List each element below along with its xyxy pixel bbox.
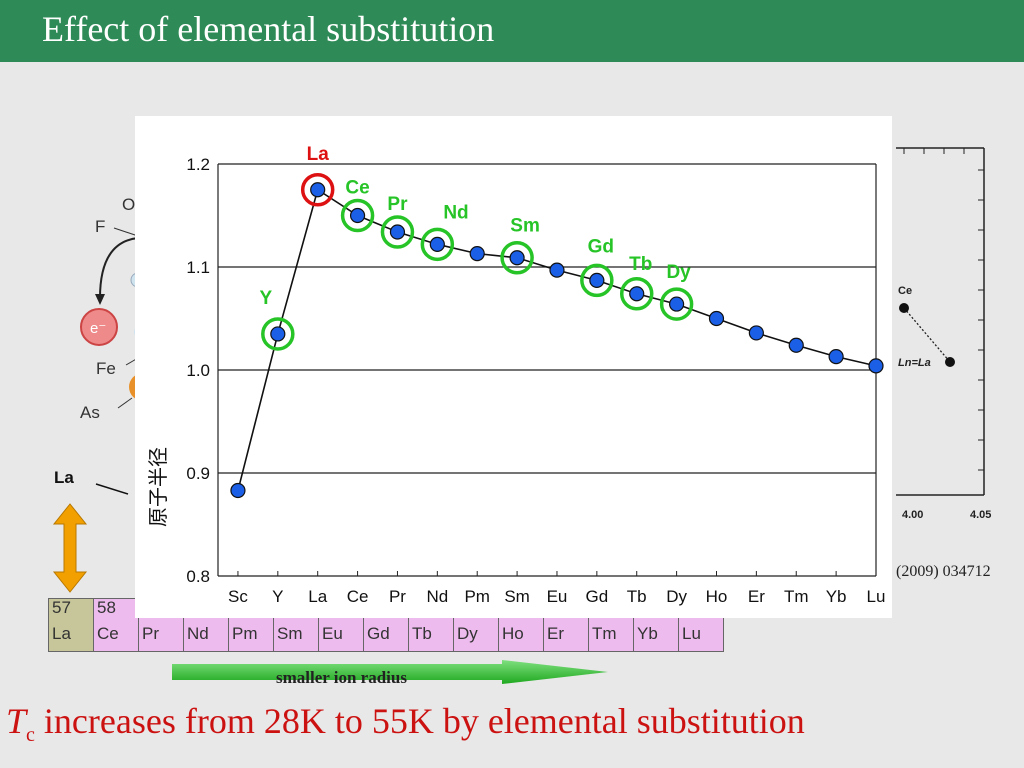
element-symbol: Eu (318, 625, 364, 652)
data-point-Eu (549, 262, 565, 278)
label-O: O (122, 195, 135, 214)
data-point-Tb (629, 286, 645, 302)
highlight-label-Tb: Tb (629, 254, 652, 275)
x-tick-label: Y (272, 587, 283, 606)
data-point-La (310, 182, 326, 198)
element-symbol: Sm (273, 625, 319, 652)
citation: (2009) 034712 (896, 563, 991, 580)
element-symbol: Pm (228, 625, 274, 652)
x-tick-label: Sm (504, 587, 530, 606)
element-symbol: Pr (138, 625, 184, 652)
slide-title: Effect of elemental substitution (42, 9, 495, 49)
tc-symbol: T (6, 701, 27, 741)
y-axis-label: 原子半径 (147, 447, 170, 527)
x-tick-label: Tm (784, 587, 809, 606)
label-F: F (95, 217, 105, 236)
y-tick-label: 1.0 (186, 361, 210, 380)
element-number: 57 (48, 598, 94, 625)
highlight-circle-Dy (659, 287, 694, 321)
data-point-Ho (708, 310, 725, 327)
data-point-Sm (509, 250, 525, 266)
element-symbol: Er (543, 625, 589, 652)
element-symbol: Tm (588, 625, 634, 652)
y-tick-label: 1.1 (186, 258, 210, 277)
x-tick-label: Ho (706, 587, 728, 606)
highlight-circle-La (300, 173, 335, 207)
element-symbol: Ce (93, 625, 139, 652)
highlight-label-Ce: Ce (345, 178, 369, 199)
highlight-label-Dy: Dy (666, 262, 691, 283)
element-number: 58 (93, 598, 139, 625)
data-point-Gd (589, 272, 605, 288)
x-tick-label: Tb (627, 587, 647, 606)
bottom-rest: increases from 28K to 55K by elemental s… (34, 701, 805, 741)
x-tick-label: Eu (547, 587, 568, 606)
x-tick-label: Gd (586, 587, 609, 606)
element-symbol: Gd (363, 625, 409, 652)
x-tick-label: Ce (347, 587, 369, 606)
data-point-Sc (230, 482, 246, 499)
data-point-Er (748, 325, 764, 341)
highlight-circle-Gd (580, 263, 614, 298)
title-bar: Effect of elemental substitution (0, 0, 1024, 62)
highlight-circle-Pr (380, 215, 415, 249)
data-point-Pr (389, 224, 406, 240)
highlight-label-Nd: Nd (443, 202, 468, 223)
label-As: As (80, 403, 100, 422)
arrow-label: smaller ion radius (276, 668, 407, 687)
highlight-label-Y: Y (259, 288, 272, 309)
highlight-circle-Y (261, 317, 295, 351)
svg-text:4.05: 4.05 (970, 509, 991, 521)
x-tick-label: Yb (826, 587, 847, 606)
data-point-Ce (349, 207, 366, 224)
data-point-Nd (429, 236, 445, 252)
element-symbol: Ho (498, 625, 544, 652)
background-chart-right: Ce Ln=La 4.00 4.05 (896, 147, 991, 521)
x-tick-label: Sc (228, 587, 248, 606)
highlight-circle-Tb (619, 277, 654, 311)
x-tick-label: Pm (464, 587, 490, 606)
data-point-Tm (788, 337, 804, 353)
green-arrow-icon (172, 660, 608, 684)
x-tick-label: Dy (666, 587, 687, 606)
highlight-label-Gd: Gd (588, 236, 614, 257)
highlight-circle-Nd (420, 227, 455, 262)
y-tick-label: 0.8 (186, 567, 210, 586)
highlight-circle-Ce (340, 198, 375, 233)
x-tick-label: Nd (426, 587, 448, 606)
y-tick-label: 0.9 (186, 464, 210, 483)
highlight-circle-Sm (500, 240, 534, 275)
data-point-Yb (828, 349, 844, 365)
element-symbol: Nd (183, 625, 229, 652)
y-tick-label: 1.2 (186, 155, 210, 174)
label-electron: e⁻ (90, 320, 106, 337)
highlight-label-La: La (307, 144, 330, 165)
label-Fe: Fe (96, 359, 116, 378)
element-symbol: Yb (633, 625, 679, 652)
element-symbol: Tb (408, 625, 454, 652)
data-point-Dy (669, 296, 685, 312)
element-symbol: Lu (678, 625, 724, 652)
data-point-Y (270, 326, 286, 342)
svg-text:Ce: Ce (898, 285, 912, 297)
x-tick-label: Er (748, 587, 765, 606)
x-tick-label: Lu (867, 587, 886, 606)
data-point-Lu (868, 358, 884, 374)
x-tick-label: La (308, 587, 327, 606)
element-symbol: Dy (453, 625, 499, 652)
x-tick-label: Pr (389, 587, 406, 606)
svg-text:4.00: 4.00 (902, 509, 923, 521)
curved-arrow (99, 237, 139, 299)
atomic-radius-chart: 0.8 0.9 1.0 1.1 1.2 Sc Y La Ce Pr Nd Pm Sm Eu Gd Tb Dy Ho… (135, 116, 892, 618)
highlight-label-Pr: Pr (387, 194, 408, 215)
highlight-label-Sm: Sm (510, 216, 540, 237)
double-arrow-icon (52, 503, 88, 593)
label-La: La (54, 468, 74, 487)
svg-text:Ln=La: Ln=La (898, 357, 931, 369)
electron-circle (80, 308, 118, 346)
data-point-Pm (469, 246, 485, 262)
bottom-statement: Tc increases from 28K to 55K by elementa… (6, 700, 805, 747)
element-symbol: La (48, 625, 94, 652)
tc-subscript: c (26, 724, 35, 747)
